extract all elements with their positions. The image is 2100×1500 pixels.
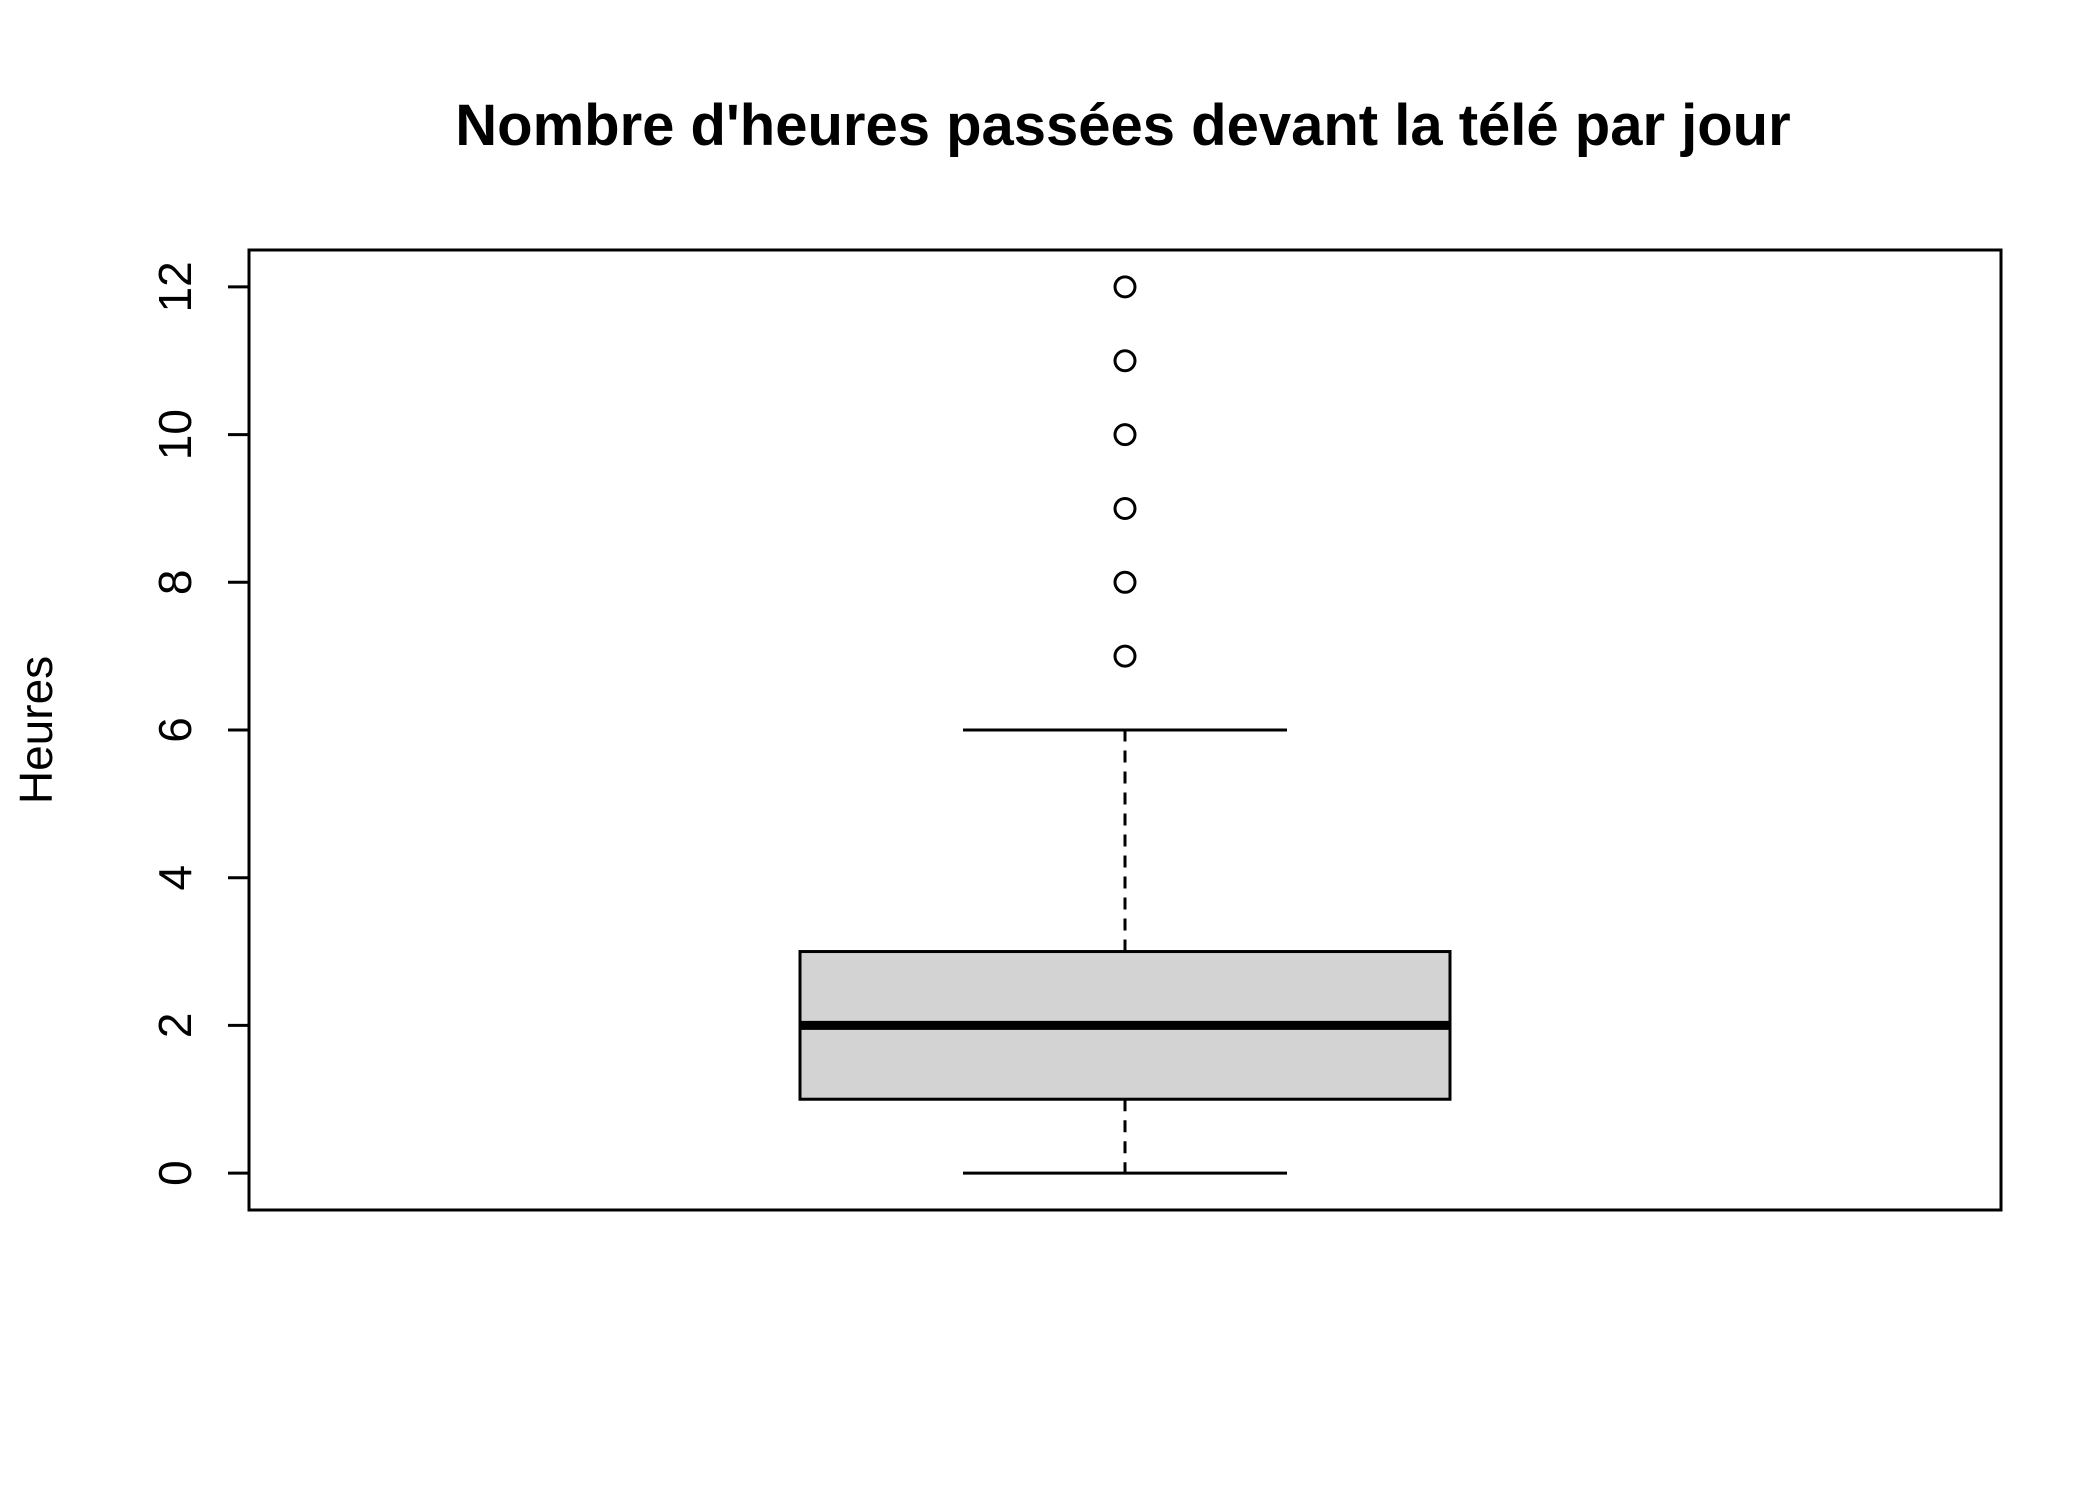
- y-tick-label: 0: [149, 1160, 201, 1186]
- y-tick-label: 8: [149, 570, 201, 596]
- outlier-point: [1113, 275, 1137, 299]
- y-tick-label: 6: [149, 717, 201, 743]
- y-axis-label: Heures: [10, 656, 62, 804]
- outlier-point: [1113, 349, 1137, 373]
- outlier-points: [1113, 275, 1137, 668]
- y-axis: 0 2 4 6 8 10 12: [149, 261, 251, 1186]
- outlier-point: [1113, 644, 1137, 668]
- boxplot: [798, 728, 1452, 1175]
- outlier-point: [1113, 496, 1137, 520]
- outlier-point: [1113, 570, 1137, 594]
- outlier-point: [1113, 423, 1137, 447]
- y-tick-label: 12: [149, 261, 201, 312]
- y-tick-label: 10: [149, 409, 201, 460]
- y-tick-label: 2: [149, 1013, 201, 1039]
- chart-title: Nombre d'heures passées devant la télé p…: [455, 93, 1790, 158]
- y-tick-label: 4: [149, 865, 201, 891]
